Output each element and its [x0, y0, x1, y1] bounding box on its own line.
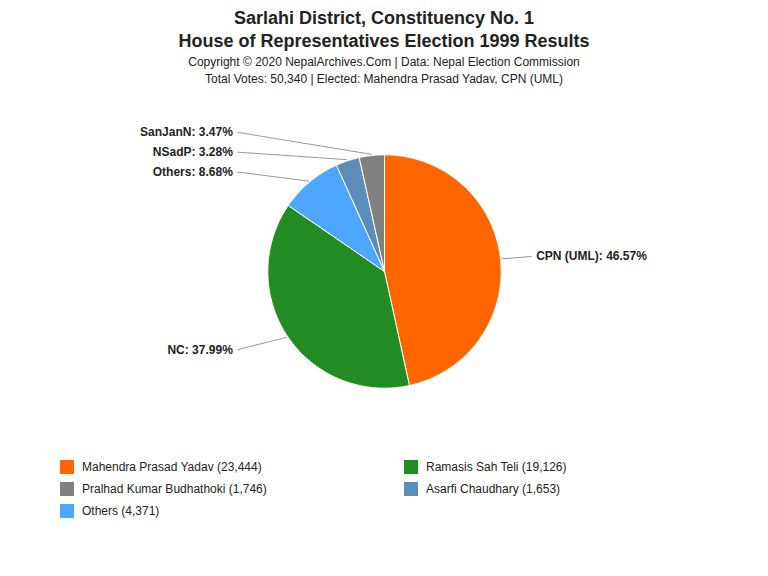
html-text:House of Representatives Elect: House of Representatives Election 1999 R… [178, 31, 590, 51]
html-text:Mahendra Prasad Yadav (23,444): Mahendra Prasad Yadav (23,444) [82, 460, 262, 474]
svg-text:CPN (UML): 46.57%: CPN (UML): 46.57% [536, 249, 647, 263]
html-text:Others (4,371): Others (4,371) [82, 504, 160, 518]
svg-text:Others: 8.68%: Others: 8.68% [153, 165, 233, 179]
svg-text:NC: 37.99%: NC: 37.99% [167, 343, 233, 357]
html-text:Total Votes: 50,340 | Elected:: Total Votes: 50,340 | Elected: Mahendra … [205, 72, 563, 86]
html-text:Sarlahi District, Constituency: Sarlahi District, Constituency No. 1 [234, 8, 534, 28]
html-text:Copyright © 2020 NepalArchives: Copyright © 2020 NepalArchives.Com | Dat… [188, 55, 580, 69]
svg-text:SanJanN: 3.47%: SanJanN: 3.47% [140, 125, 233, 139]
html-text:Asarfi Chaudhary (1,653): Asarfi Chaudhary (1,653) [426, 482, 561, 496]
html-text:Pralhad Kumar Budhathoki (1,74: Pralhad Kumar Budhathoki (1,746) [82, 482, 267, 496]
svg-text:NSadP: 3.28%: NSadP: 3.28% [153, 145, 233, 159]
html-text:Ramasis Sah Teli (19,126): Ramasis Sah Teli (19,126) [426, 460, 567, 474]
